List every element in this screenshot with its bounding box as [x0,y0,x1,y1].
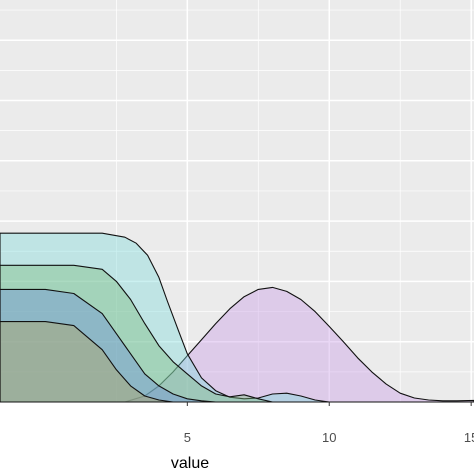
grid-lines [0,0,474,402]
density-area-4 [0,288,217,403]
x-axis-title: value [171,455,209,472]
x-tick-label: 5 [184,430,191,445]
x-tick-label: 15 [464,430,474,445]
x-axis-ticks: 5 10 15 [184,402,474,445]
plot-panel [0,0,474,402]
density-areas [0,232,474,403]
density-area-2 [0,232,330,403]
density-area-3 [0,264,274,403]
x-tick-label: 10 [322,430,336,445]
density-area-5 [0,321,174,403]
density-area-1 [124,286,474,403]
